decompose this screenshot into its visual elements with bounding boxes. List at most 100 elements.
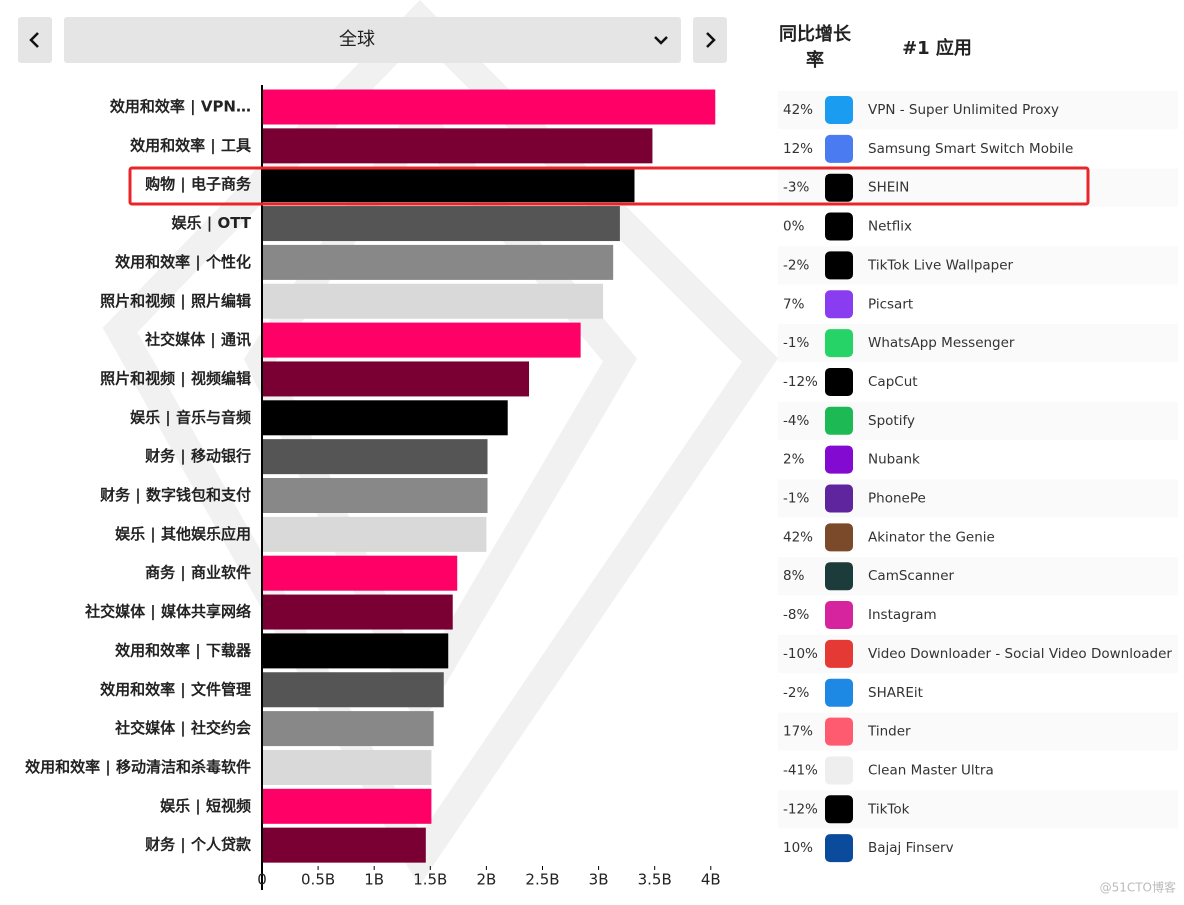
app-name: Samsung Smart Switch Mobile: [868, 141, 1073, 157]
bar: [263, 167, 635, 203]
bar: [263, 827, 426, 863]
app-icon: [825, 173, 853, 202]
app-name: Netflix: [868, 219, 912, 235]
growth-cell: 42%: [783, 102, 813, 118]
app-name: Instagram: [868, 607, 937, 623]
app-name: CapCut: [868, 374, 918, 390]
category-label: 效用和效率 | VPN…: [110, 98, 251, 117]
region-dropdown[interactable]: [64, 17, 681, 63]
category-label: 效用和效率 | 下载器: [115, 641, 252, 660]
app-icon: [825, 445, 853, 474]
header-app: #1 应用: [902, 37, 972, 59]
category-label: 效用和效率 | 移动清洁和杀毒软件: [25, 758, 251, 777]
app-name: TikTok Live Wallpaper: [867, 257, 1014, 273]
app-icon: [825, 795, 853, 824]
app-name: Akinator the Genie: [868, 529, 995, 545]
bar: [263, 206, 620, 242]
category-label: 效用和效率 | 工具: [130, 136, 251, 155]
app-icon: [825, 96, 853, 124]
app-name: WhatsApp Messenger: [868, 335, 1015, 351]
category-label: 娱乐 | 短视频: [160, 797, 251, 816]
bar: [263, 555, 458, 591]
growth-cell: 17%: [783, 724, 813, 740]
app-icon: [825, 717, 853, 746]
app-icon: [825, 834, 853, 863]
growth-cell: -2%: [783, 257, 809, 273]
app-name: SHEIN: [868, 180, 909, 196]
growth-cell: -2%: [783, 685, 809, 701]
app-name: VPN - Super Unlimited Proxy: [868, 102, 1059, 118]
app-name: Tinder: [867, 724, 911, 740]
bar: [263, 594, 453, 630]
app-icon: [825, 562, 853, 591]
app-name: Nubank: [868, 452, 920, 468]
app-name: Picsart: [868, 296, 913, 312]
highlight-box: [128, 166, 1090, 206]
growth-cell: 8%: [783, 568, 805, 584]
app-icon: [825, 523, 853, 552]
app-icon: [825, 134, 853, 163]
growth-cell: 0%: [783, 219, 805, 235]
growth-cell: -12%: [783, 374, 818, 390]
app-icon: [825, 406, 853, 435]
growth-cell: 10%: [783, 840, 813, 856]
growth-cell: -12%: [783, 801, 818, 817]
growth-cell: -8%: [783, 607, 809, 623]
bar: [263, 244, 614, 280]
app-icon: [825, 484, 853, 513]
category-label: 效用和效率 | 文件管理: [100, 680, 251, 699]
app-icon: [825, 212, 853, 241]
bar: [263, 361, 530, 397]
category-label: 社交媒体 | 媒体共享网络: [84, 603, 251, 622]
bar: [263, 128, 653, 164]
app-icon: [825, 639, 853, 668]
growth-cell: -1%: [783, 335, 809, 351]
app-icon: [825, 251, 853, 280]
x-tick-label: 2.5B: [525, 871, 559, 889]
header-growth: 率: [806, 49, 824, 71]
category-label: 财务 | 个人贷款: [145, 836, 252, 855]
app-icon: [825, 756, 853, 785]
bar: [263, 439, 488, 475]
bar: [263, 633, 449, 669]
bar: [263, 788, 432, 824]
region-label: 全球: [339, 29, 375, 50]
growth-cell: -10%: [783, 646, 818, 662]
bar: [263, 322, 581, 358]
next-button[interactable]: [693, 17, 727, 63]
x-tick-label: 4B: [701, 871, 721, 889]
app-name: SHAREit: [868, 685, 923, 701]
bar: [263, 749, 432, 785]
app-icon: [825, 367, 853, 396]
x-tick-label: 3.5B: [638, 871, 672, 889]
growth-cell: -4%: [783, 413, 809, 429]
prev-icon: [29, 32, 39, 48]
x-tick-label: 0.5B: [301, 871, 335, 889]
app-name: Video Downloader - Social Video Download…: [868, 646, 1172, 662]
growth-cell: 42%: [783, 529, 813, 545]
bar: [263, 478, 488, 513]
prev-button[interactable]: [18, 17, 52, 63]
app-name: Clean Master Ultra: [868, 762, 994, 778]
app-icon: [825, 678, 853, 707]
category-label: 娱乐 | 音乐与音频: [130, 408, 251, 427]
bar: [263, 89, 716, 125]
x-tick-label: 3B: [589, 871, 609, 889]
category-label: 商务 | 商业软件: [145, 564, 251, 583]
bar: [263, 400, 508, 436]
category-label: 照片和视频 | 照片编辑: [100, 292, 251, 311]
category-label: 财务 | 移动银行: [145, 447, 251, 466]
header-growth: 同比增长: [779, 23, 852, 45]
app-name: PhonePe: [868, 491, 926, 507]
bar: [263, 283, 604, 319]
growth-cell: -3%: [783, 180, 809, 196]
x-tick-label: 1B: [364, 871, 384, 889]
category-label: 照片和视频 | 视频编辑: [100, 369, 251, 388]
category-label: 效用和效率 | 个性化: [115, 253, 251, 272]
dropdown-icon: [654, 36, 668, 45]
watermark: @51CTO博客: [1100, 880, 1176, 895]
app-icon: [825, 290, 853, 319]
category-label: 购物 | 电子商务: [145, 175, 252, 194]
